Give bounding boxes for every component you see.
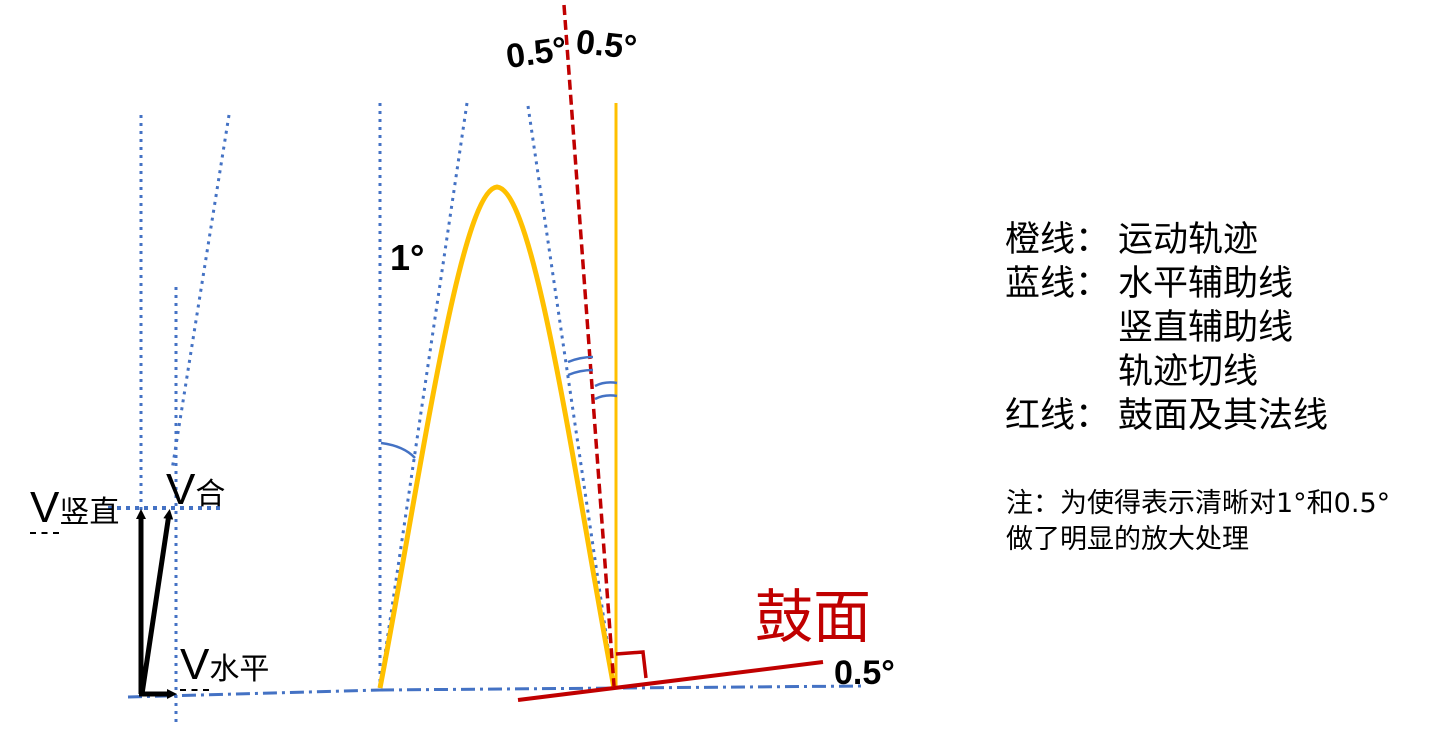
angle-half-right-label: 0.5° — [574, 22, 639, 68]
v-resultant-subscript: 合 — [195, 477, 226, 512]
tangent-line-right — [526, 105, 616, 689]
v-vertical-label: V竖直 — [30, 483, 120, 534]
legend-key-blue: 蓝线： — [1005, 264, 1111, 304]
legend-row-blue: 蓝线： 水平辅助线 — [1005, 262, 1328, 306]
angle-half-bottom-label: 0.5° — [834, 654, 895, 692]
note-line-1: 注：为使得表示清晰对1°和0.5° — [1006, 488, 1391, 519]
legend-key-orange: 橙线： — [1005, 220, 1111, 260]
legend-value-blue-2: 竖直辅助线 — [1118, 308, 1294, 348]
drum-normal-line — [562, 4, 616, 687]
legend-key-red: 红线： — [1005, 396, 1111, 436]
legend-row-orange: 橙线： 运动轨迹 — [1005, 218, 1328, 262]
angle-arc-1deg — [380, 441, 416, 459]
v-resultant-label: V合 — [166, 468, 225, 512]
v-vertical-letter: V — [30, 483, 60, 534]
drum-surface-line — [517, 660, 824, 702]
legend-value-blue-3: 轨迹切线 — [1118, 352, 1259, 392]
ground-dashdot-line-left — [127, 688, 381, 699]
angle-arc-left-1 — [567, 355, 594, 364]
angle-arc-left-2 — [567, 368, 594, 377]
v-horizontal-label: V水平 — [180, 640, 270, 691]
legend-row-blue-3: 轨迹切线 — [1005, 350, 1328, 394]
legend-row-blue-2: 竖直辅助线 — [1005, 306, 1328, 350]
angle-half-left-label: 0.5° — [503, 29, 570, 77]
legend-value-red: 鼓面及其法线 — [1118, 396, 1329, 436]
tangent-line-left — [378, 102, 469, 689]
angle-arc-right-2 — [594, 394, 618, 401]
trajectory-diagram — [377, 4, 866, 702]
v-resultant-letter: V — [166, 465, 196, 514]
legend-value-blue-1: 水平辅助线 — [1118, 264, 1294, 304]
v-resultant-arrow — [139, 509, 174, 695]
legend: 橙线： 运动轨迹 蓝线： 水平辅助线 竖直辅助线 轨迹切线 红线： 鼓面及其法线 — [1005, 218, 1328, 438]
velocity-diagram — [108, 114, 381, 722]
note-line-2: 做了明显的放大处理 — [1006, 524, 1249, 555]
legend-value-orange: 运动轨迹 — [1118, 220, 1259, 260]
v-horizontal-letter: V — [180, 640, 210, 691]
note: 注：为使得表示清晰对1°和0.5° 做了明显的放大处理 — [1006, 486, 1390, 558]
angle-1deg-label: 1° — [390, 237, 425, 278]
v-vertical-subscript: 竖直 — [59, 495, 120, 530]
v-horizontal-subscript: 水平 — [209, 652, 270, 687]
legend-row-red: 红线： 鼓面及其法线 — [1005, 394, 1328, 438]
drum-surface-label: 鼓面 — [755, 583, 872, 651]
right-angle-mark — [615, 650, 648, 679]
slanted-guide-left — [170, 114, 231, 471]
motion-trajectory — [377, 184, 617, 689]
angle-arc-right-1 — [594, 381, 618, 388]
